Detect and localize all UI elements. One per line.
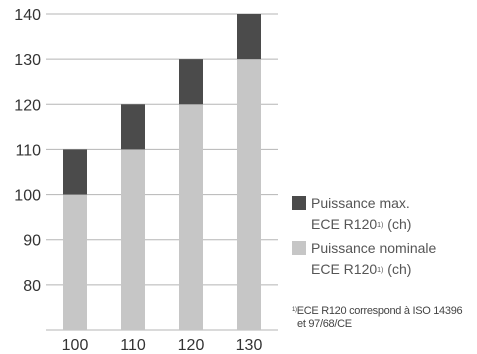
footnote: 1)ECE R120 correspond à ISO 14396 et 97/… [292,305,477,331]
x-tick-label: 110 [120,337,146,354]
legend: Puissance max. ECE R1201) (ch) Puissance… [292,193,472,283]
bar-segment [63,194,87,330]
x-tick-label: 100 [62,337,89,354]
footnote-line2: et 97/68/CE [297,318,352,330]
legend-item-puissance-nominale: Puissance nominale ECE R1201) (ch) [292,238,472,280]
footnote-line1: ECE R120 correspond à ISO 14396 [296,305,463,317]
bar-segment [179,59,203,105]
legend-item-puissance-max: Puissance max. ECE R1201) (ch) [292,193,472,235]
legend-label-line1: Puissance nominale [311,240,437,256]
y-tick-label: 120 [14,97,41,114]
x-tick-label: 120 [178,337,205,354]
legend-footnote-marker: 1) [377,267,384,274]
bar-segment [237,59,261,331]
legend-label-line1: Puissance max. [311,195,410,211]
y-tick-label: 110 [15,142,41,159]
y-tick-label: 140 [14,7,41,24]
bar-segment [63,149,87,195]
footnote-marker: 1) [292,307,297,313]
bar-segment [179,104,203,331]
y-tick-label: 80 [23,278,41,295]
legend-swatch-dark [292,196,306,210]
y-tick-label: 100 [14,188,41,205]
y-tick-label: 90 [23,233,41,250]
bar-segment [121,104,145,150]
y-tick-label: 130 [14,52,41,69]
legend-footnote-marker: 1) [377,222,384,229]
x-tick-label: 130 [236,337,263,354]
bar-segment [121,149,145,330]
legend-label-line2: ECE R120 [311,261,378,277]
bar-segment [237,14,261,60]
legend-swatch-light [292,241,306,255]
legend-unit: (ch) [383,261,412,277]
legend-label-line2: ECE R120 [311,216,378,232]
legend-unit: (ch) [383,216,412,232]
stacked-bar-chart: 80 90 100 110 120 130 140 100 110 120 130 [14,7,278,354]
